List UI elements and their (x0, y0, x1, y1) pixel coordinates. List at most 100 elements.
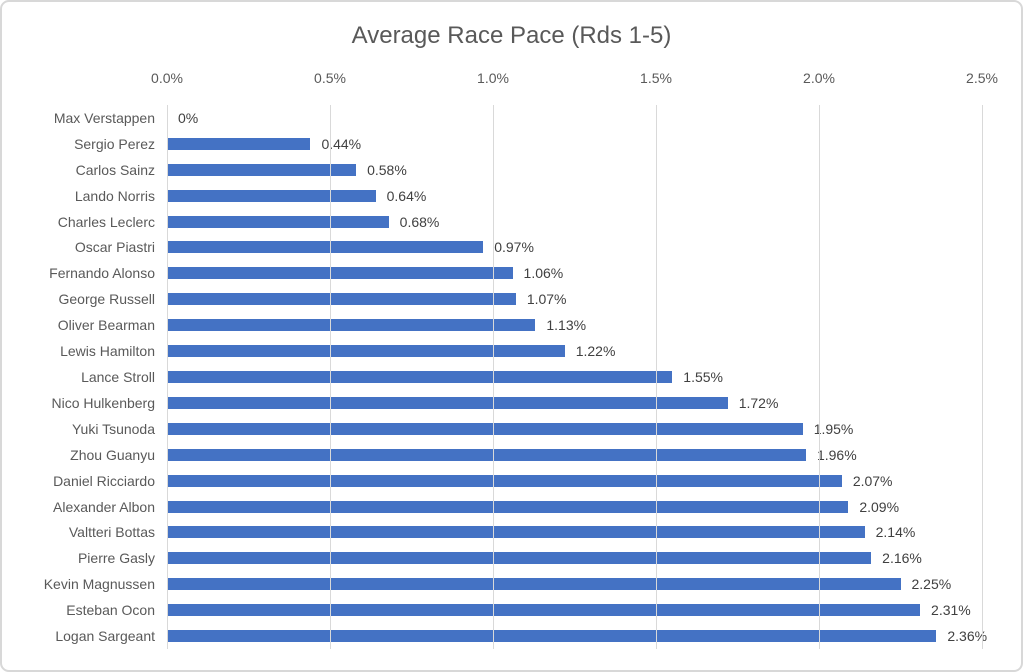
value-label: 1.96% (816, 446, 857, 463)
bar-row: 0.64% (167, 183, 982, 209)
bar-row: 2.25% (167, 571, 982, 597)
bar-row: 0.68% (167, 209, 982, 235)
bar-row: 1.13% (167, 312, 982, 338)
category-label: Kevin Magnussen (43, 576, 155, 593)
value-label: 0.97% (494, 239, 534, 256)
bar-row: 1.95% (167, 416, 982, 442)
category-label: Esteban Ocon (66, 602, 155, 619)
bar-row: 2.31% (167, 597, 982, 623)
x-axis-tick-label: 2.5% (966, 70, 998, 86)
bar-row: 2.16% (167, 545, 982, 571)
category-label: Charles Leclerc (57, 213, 155, 230)
bar-row: 0.97% (167, 235, 982, 261)
category-label: Oliver Bearman (57, 317, 155, 334)
bar (167, 241, 484, 254)
category-label: Carlos Sainz (75, 161, 155, 178)
value-label: 1.07% (526, 291, 567, 308)
y-axis-line (166, 105, 168, 649)
bar (167, 604, 921, 617)
x-axis: 0.0% 0.5% 1.0% 1.5% 2.0% 2.5% (151, 69, 998, 87)
x-axis-tick-label: 0.5% (314, 70, 346, 86)
gridline (492, 105, 494, 649)
bar (167, 215, 389, 228)
bar-rows: 0% 0.44% 0.58% 0.64% 0.68% 0.97% 1.06% 1.07% 1.1… (167, 105, 987, 649)
category-label: Fernando Alonso (49, 265, 155, 282)
category-label: Yuki Tsunoda (71, 420, 155, 437)
value-label: 1.72% (738, 394, 779, 411)
bar (167, 474, 842, 487)
value-label: 0% (178, 109, 199, 126)
bar-row: 1.06% (167, 260, 982, 286)
category-label: Sergio Perez (74, 135, 155, 152)
bar (167, 293, 516, 306)
value-label: 1.22% (575, 343, 616, 360)
bar (167, 137, 311, 150)
category-label: Lance Stroll (81, 369, 155, 386)
value-label: 0.58% (367, 161, 407, 178)
value-label: 2.14% (875, 524, 916, 541)
plot-area: 0% 0.44% 0.58% 0.64% 0.68% 0.97% 1.06% 1.07% 1.1… (166, 105, 987, 649)
value-label: 1.13% (546, 317, 587, 334)
category-label: Logan Sargeant (55, 628, 155, 645)
bar-row: 0.44% (167, 131, 982, 157)
category-label: Max Verstappen (53, 109, 155, 126)
value-label: 2.31% (931, 602, 971, 619)
bar-row: 0% (167, 105, 982, 131)
bar-row: 1.22% (167, 338, 982, 364)
gridline (818, 105, 820, 649)
gridline (981, 105, 983, 649)
bar-row: 0.58% (167, 157, 982, 183)
bar (167, 345, 565, 358)
category-label: George Russell (58, 291, 156, 308)
bar-row: 1.72% (167, 390, 982, 416)
value-label: 1.55% (683, 369, 723, 386)
value-label: 2.16% (882, 550, 922, 567)
value-label: 2.09% (859, 498, 900, 515)
bar (167, 371, 673, 384)
bar-row: 1.96% (167, 442, 982, 468)
chart-title: Average Race Pace (Rds 1-5) (351, 22, 672, 49)
bar-row: 2.14% (167, 520, 982, 546)
bar (167, 189, 376, 202)
value-label: 2.36% (947, 628, 988, 645)
category-label: Lando Norris (74, 187, 155, 204)
bar-row: 2.07% (167, 468, 982, 494)
bar-row: 2.36% (167, 623, 987, 649)
value-label: 1.06% (523, 265, 564, 282)
category-label: Daniel Ricciardo (53, 472, 155, 489)
category-label: Valtteri Bottas (68, 524, 155, 541)
value-label: 0.64% (386, 187, 427, 204)
bar (167, 422, 803, 435)
value-label: 0.44% (321, 135, 362, 152)
value-label: 2.25% (911, 576, 952, 593)
bar (167, 526, 865, 539)
bar (167, 396, 728, 409)
bar (167, 448, 806, 461)
bar-row: 1.07% (167, 286, 982, 312)
bar-row: 2.09% (167, 494, 982, 520)
x-axis-tick-label: 2.0% (803, 70, 835, 86)
x-axis-tick-label: 1.0% (477, 70, 509, 86)
category-label: Lewis Hamilton (60, 343, 155, 360)
category-label: Zhou Guanyu (70, 446, 155, 463)
bar (167, 267, 513, 280)
x-axis-tick-label: 1.5% (640, 70, 672, 86)
bar (167, 500, 849, 513)
category-label: Nico Hulkenberg (51, 394, 156, 411)
value-label: 1.95% (813, 420, 854, 437)
x-axis-tick-label: 0.0% (151, 70, 183, 86)
bar (167, 578, 901, 591)
bar (167, 163, 357, 176)
bar (167, 630, 937, 643)
category-label: Pierre Gasly (77, 550, 155, 567)
category-label: Oscar Piastri (74, 239, 155, 256)
bar (167, 319, 536, 332)
y-axis-category-labels: Max Verstappen Sergio Perez Carlos Sainz La… (2, 105, 155, 649)
category-label: Alexander Albon (53, 498, 155, 515)
bar-row: 1.55% (167, 364, 982, 390)
bar (167, 552, 872, 565)
gridline (329, 105, 331, 649)
gridline (655, 105, 657, 649)
value-label: 2.07% (852, 472, 893, 489)
